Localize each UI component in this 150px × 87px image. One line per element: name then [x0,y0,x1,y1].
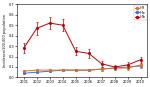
Legend: Hif, Hie, Hib: Hif, Hie, Hib [134,5,147,20]
Y-axis label: Incidence/100,000 population: Incidence/100,000 population [3,14,7,67]
